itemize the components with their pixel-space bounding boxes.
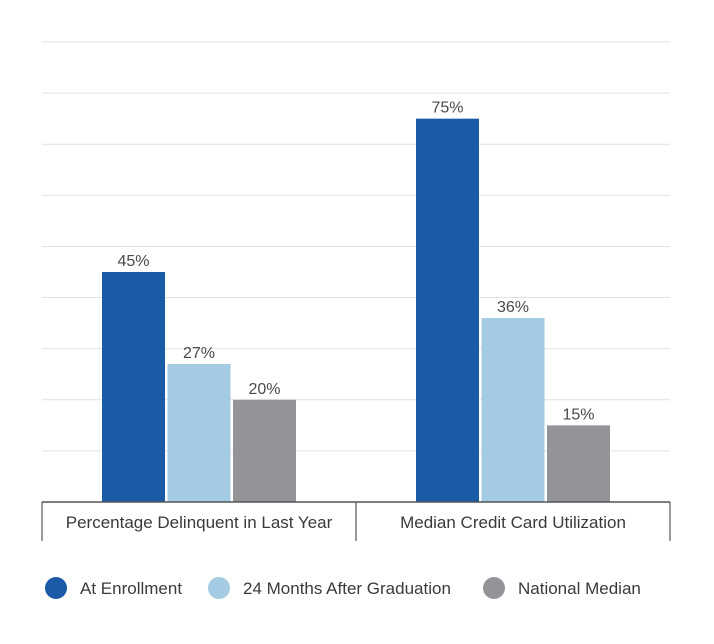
category-label-1: Percentage Delinquent in Last Year bbox=[66, 513, 333, 532]
legend: At Enrollment 24 Months After Graduation N… bbox=[45, 577, 641, 599]
data-label-3-cat-2: 15% bbox=[562, 406, 594, 423]
data-label-3-cat-1: 20% bbox=[248, 381, 280, 398]
data-label-1-cat-2: 75% bbox=[431, 100, 463, 117]
data-label-1-cat-1: 45% bbox=[117, 253, 149, 270]
legend-label-2: 24 Months After Graduation bbox=[243, 579, 451, 598]
data-labels: 45% 27% 20% 75% 36% 15% bbox=[117, 100, 594, 424]
category-label-2: Median Credit Card Utilization bbox=[400, 513, 626, 532]
bar-2-cat-1 bbox=[167, 364, 231, 502]
bars bbox=[102, 118, 610, 503]
legend-marker-1 bbox=[45, 577, 67, 599]
bar-2-cat-2 bbox=[481, 318, 545, 502]
legend-label-1: At Enrollment bbox=[80, 579, 182, 598]
bar-3-cat-2 bbox=[547, 425, 610, 502]
data-label-2-cat-1: 27% bbox=[183, 345, 215, 362]
legend-marker-2 bbox=[208, 577, 230, 599]
x-axis: Percentage Delinquent in Last Year Median… bbox=[41, 501, 671, 541]
bar-1-cat-1 bbox=[102, 272, 165, 502]
bar-3-cat-1 bbox=[233, 399, 296, 502]
legend-label-3: National Median bbox=[518, 579, 641, 598]
data-label-2-cat-2: 36% bbox=[497, 299, 529, 316]
legend-marker-3 bbox=[483, 577, 505, 599]
bar-1-cat-2 bbox=[416, 118, 479, 503]
